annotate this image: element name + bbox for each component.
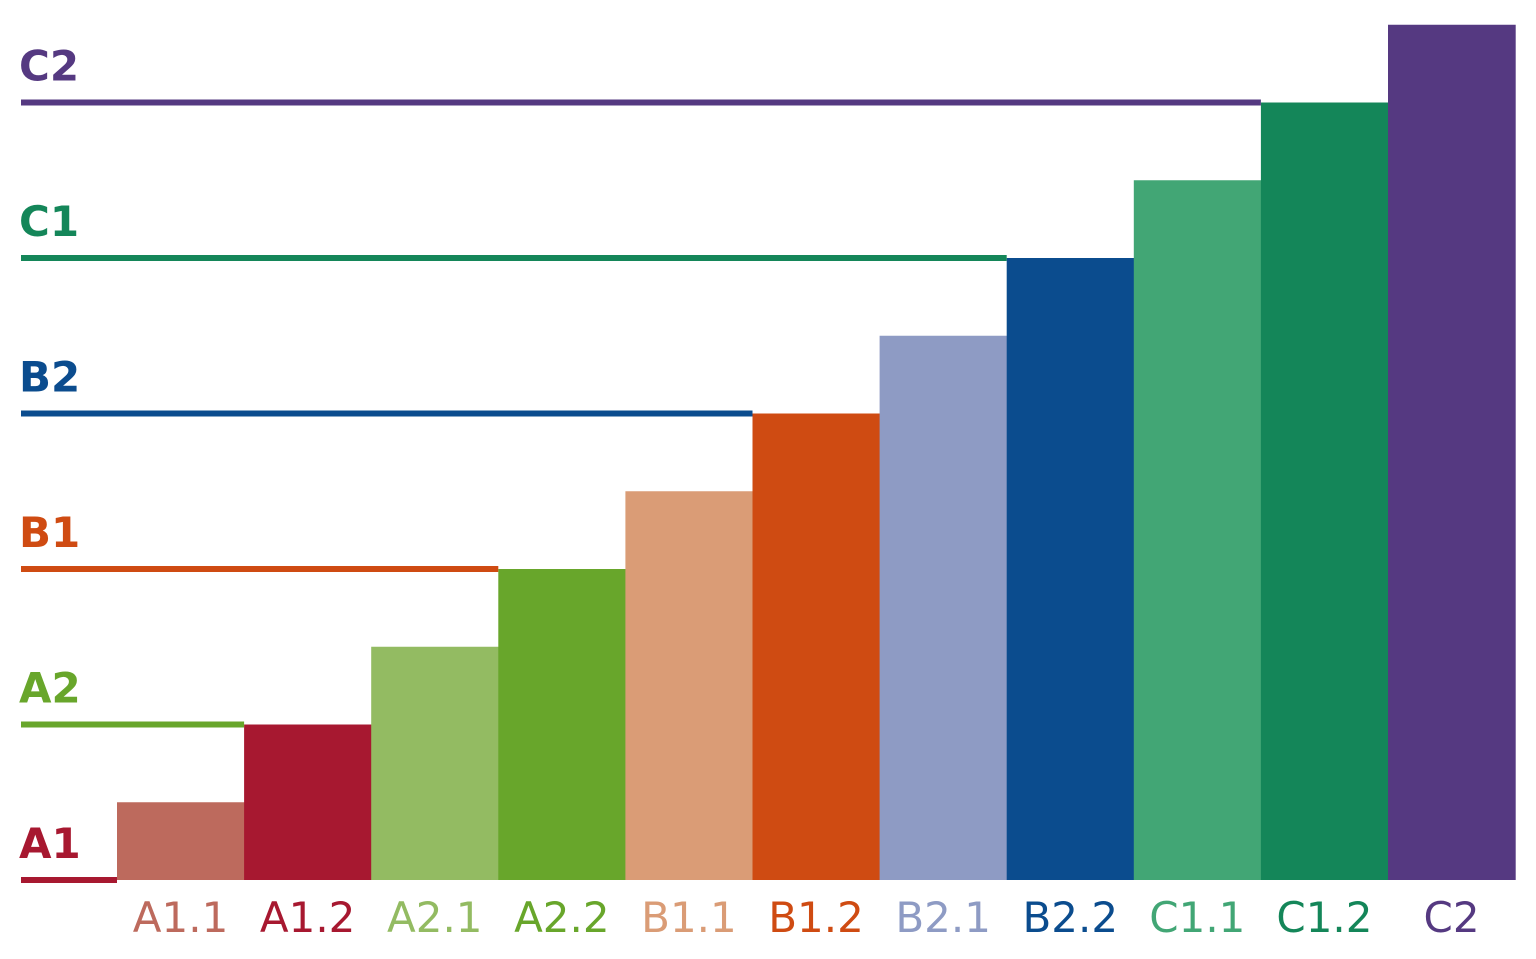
x-tick-label-b1-1: B1.1: [641, 893, 737, 942]
level-line-c2: [21, 99, 1261, 106]
bar-b1-2: [752, 413, 881, 880]
level-label-a1: A1: [19, 819, 81, 868]
x-tick-label-c2: C2: [1424, 893, 1480, 942]
x-tick-label-c1-2: C1.2: [1276, 893, 1372, 942]
x-tick-label-a2-1: A2.1: [387, 893, 483, 942]
bar-a1-1: [117, 802, 245, 880]
bar-c1-1: [1133, 180, 1262, 880]
level-label-c2: C2: [19, 42, 79, 91]
x-tick-label-a1-1: A1.1: [133, 893, 229, 942]
x-tick-label-a2-2: A2.2: [514, 893, 610, 942]
bar-a2-1: [371, 646, 499, 880]
x-tick-label-b1-2: B1.2: [768, 893, 864, 942]
x-tick-label-b2-2: B2.2: [1022, 893, 1118, 942]
bar-c1-2: [1260, 102, 1389, 880]
bar-b2-2: [1006, 258, 1135, 880]
level-line-a1: [21, 877, 117, 883]
bar-a2-2: [498, 569, 626, 880]
level-line-c1: [21, 255, 1007, 261]
bar-b2-1: [879, 335, 1008, 880]
bar-b1-1: [625, 491, 754, 880]
level-label-b1: B1: [19, 508, 80, 557]
bar-c2: [1388, 24, 1516, 880]
bar-a1-2: [244, 724, 372, 880]
x-tick-label-b2-1: B2.1: [895, 893, 991, 942]
level-label-b2: B2: [19, 353, 80, 402]
x-tick-label-a1-2: A1.2: [260, 893, 356, 942]
level-label-a2: A2: [19, 664, 81, 713]
x-tick-label-c1-1: C1.1: [1149, 893, 1245, 942]
level-label-c1: C1: [19, 197, 79, 246]
level-line-a2: [21, 721, 245, 728]
level-line-b2: [21, 410, 753, 417]
level-line-b1: [21, 566, 499, 572]
